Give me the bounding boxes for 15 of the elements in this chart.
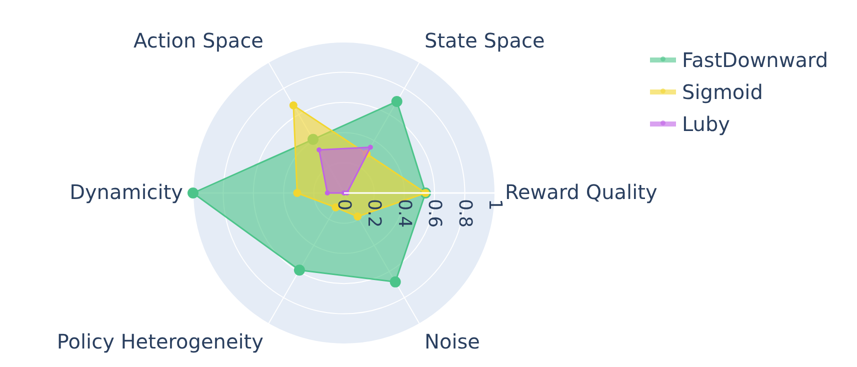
y-tick-label: 0.4 bbox=[394, 199, 415, 228]
spoke-label: Action Space bbox=[134, 28, 264, 53]
y-tick-label: 0.8 bbox=[454, 199, 476, 228]
y-tick-label: 0.2 bbox=[364, 199, 385, 228]
spoke-label: Dynamicity bbox=[70, 180, 184, 204]
spoke-label: State Space bbox=[424, 28, 545, 53]
spoke-label: Noise bbox=[424, 329, 480, 354]
spoke-label: Reward Quality bbox=[505, 180, 658, 204]
legend-label: Sigmoid bbox=[682, 80, 763, 104]
spoke-label: Policy Heterogeneity bbox=[56, 329, 264, 354]
legend-label: Luby bbox=[682, 112, 730, 136]
y-tick-label: 0 bbox=[334, 199, 354, 210]
legend-label: FastDownward bbox=[682, 48, 828, 72]
y-tick-label: 1 bbox=[484, 199, 506, 210]
y-tick-label: 0.6 bbox=[424, 199, 446, 228]
